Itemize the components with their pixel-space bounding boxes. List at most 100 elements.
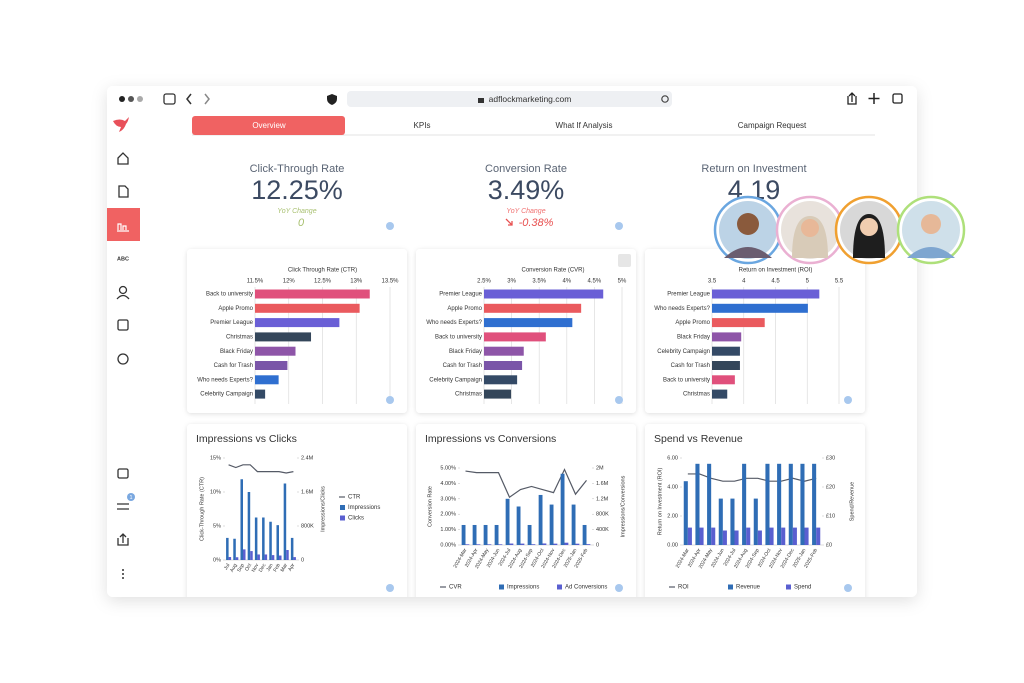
y-tick-label: 0.00% xyxy=(440,542,456,548)
bar xyxy=(293,557,296,560)
x-tick-label: 4 xyxy=(742,279,746,285)
bar xyxy=(484,389,512,399)
bar xyxy=(742,463,747,545)
nav-filters[interactable] xyxy=(117,503,129,510)
share-button[interactable] xyxy=(847,92,857,105)
address-bar[interactable] xyxy=(347,91,672,107)
category-label: Celebrity Campaign xyxy=(657,349,710,355)
x-tick-label: 3% xyxy=(507,279,516,285)
y-tick-label: 0.00 xyxy=(667,542,678,548)
nav-home[interactable] xyxy=(117,152,129,165)
bar xyxy=(542,543,547,545)
bar xyxy=(498,544,503,545)
back-button[interactable] xyxy=(186,93,192,105)
x-tick-label: Aug xyxy=(229,562,239,573)
nav-export[interactable] xyxy=(117,533,129,546)
kpi-title: Conversion Rate xyxy=(485,163,567,175)
bar xyxy=(560,473,565,545)
info-dot[interactable] xyxy=(615,396,623,404)
info-dot[interactable] xyxy=(844,396,852,404)
bar xyxy=(476,544,481,545)
bar xyxy=(461,524,466,545)
category-label: Black Friday xyxy=(220,349,253,355)
x-tick-label: 3.5 xyxy=(708,279,717,285)
info-dot[interactable] xyxy=(615,222,623,230)
y2-axis-title: Impressions/Conversions xyxy=(620,475,626,537)
x-tick-label: 4.5% xyxy=(588,279,602,285)
nav-edit[interactable] xyxy=(117,319,129,331)
bar xyxy=(484,332,546,342)
x-tick-label: 11.5% xyxy=(247,279,264,285)
bar xyxy=(505,498,510,545)
reload-button[interactable] xyxy=(661,95,669,103)
window-content: adflockmarketing.com ABC 1 Overview KPIs… xyxy=(107,86,917,597)
sidebar-toggle[interactable] xyxy=(163,93,176,105)
info-dot[interactable] xyxy=(386,396,394,404)
logo[interactable] xyxy=(113,117,129,132)
bar xyxy=(746,527,751,545)
tabs-button[interactable] xyxy=(892,93,903,104)
legend-label: Ad Conversions xyxy=(565,585,607,591)
bar xyxy=(687,527,692,545)
info-dot[interactable] xyxy=(386,584,394,592)
x-tick-label: 13.5% xyxy=(381,279,399,285)
bar xyxy=(484,303,582,313)
nav-user[interactable] xyxy=(118,285,128,295)
bar xyxy=(233,538,236,560)
nav-user-body xyxy=(116,294,130,300)
bar xyxy=(816,527,821,545)
badge-count: 1 xyxy=(129,495,132,501)
y-tick-label: 6.00 xyxy=(667,455,678,461)
kpi-change-label: YoY Change xyxy=(506,208,545,215)
info-dot[interactable] xyxy=(844,584,852,592)
avatar-face xyxy=(860,218,878,236)
bar xyxy=(707,463,712,545)
x-tick-label: Apr xyxy=(287,562,296,572)
bar xyxy=(553,543,558,545)
bar xyxy=(240,479,243,560)
tab[interactable]: What If Analysis xyxy=(556,121,613,130)
legend-label: Revenue xyxy=(736,585,761,591)
bar xyxy=(484,318,573,328)
legend-marker xyxy=(557,584,562,590)
bar xyxy=(712,375,735,385)
nav-add-chart[interactable] xyxy=(117,468,129,479)
legend-label: Impressions xyxy=(348,505,380,511)
legend-marker xyxy=(499,584,504,590)
tab-active[interactable] xyxy=(192,116,345,135)
bar xyxy=(586,544,591,545)
bar xyxy=(712,361,740,370)
info-dot[interactable] xyxy=(615,584,623,592)
avatar-face xyxy=(737,213,759,235)
tab[interactable]: Campaign Request xyxy=(738,121,807,130)
shield-icon[interactable] xyxy=(327,94,337,105)
nav-active[interactable] xyxy=(107,208,140,241)
bar xyxy=(792,527,797,545)
bar xyxy=(712,346,740,356)
nav-abc[interactable]: ABC xyxy=(117,256,129,262)
nav-timer[interactable] xyxy=(117,353,129,365)
info-dot[interactable] xyxy=(386,222,394,230)
x-tick-label: Feb xyxy=(272,562,282,573)
category-label: Premier League xyxy=(210,320,253,326)
bar xyxy=(465,544,470,545)
forward-button[interactable] xyxy=(204,93,210,105)
bar xyxy=(531,544,536,545)
tab[interactable]: KPIs xyxy=(414,121,431,130)
bar xyxy=(283,483,287,560)
category-label: Back to university xyxy=(435,334,482,340)
legend-marker xyxy=(340,515,345,521)
new-tab-button[interactable] xyxy=(868,93,880,104)
kpi-title: Click-Through Rate xyxy=(250,163,345,175)
legend-label: Impressions xyxy=(507,585,539,591)
tab[interactable]: Overview xyxy=(252,121,286,130)
nav-analytics[interactable] xyxy=(117,223,129,232)
bar xyxy=(254,517,258,560)
nav-docs[interactable] xyxy=(118,185,129,198)
bar xyxy=(582,524,587,545)
y2-tick-label: 800K xyxy=(596,512,609,518)
category-label: Celebrity Campaign xyxy=(200,392,253,398)
x-tick-label: 5% xyxy=(618,279,627,285)
nav-more[interactable] xyxy=(122,569,124,571)
expand-button[interactable] xyxy=(618,254,631,267)
